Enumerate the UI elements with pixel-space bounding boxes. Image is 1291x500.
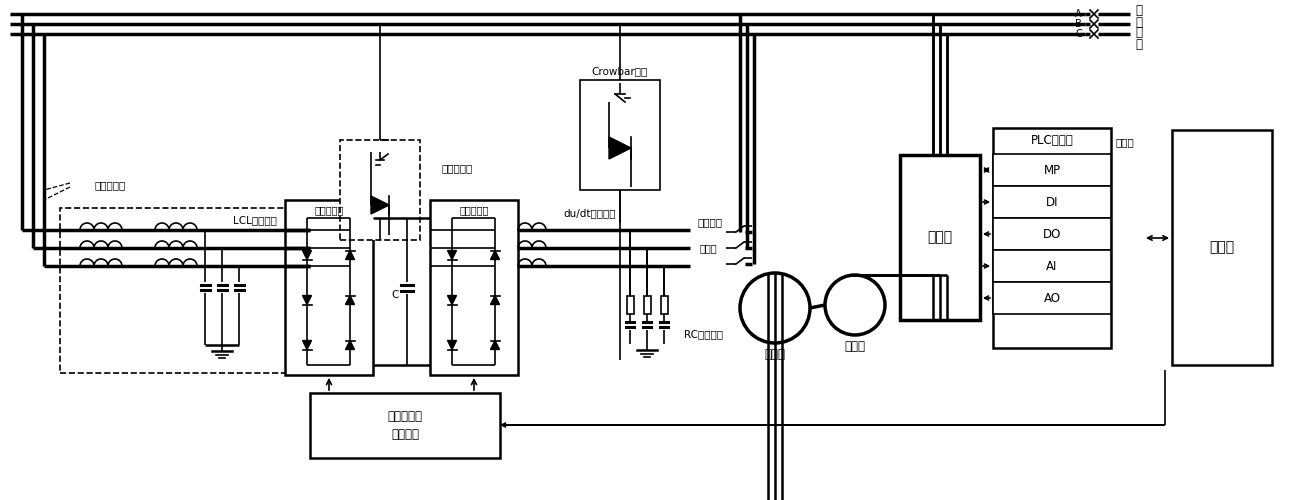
Polygon shape <box>346 340 355 349</box>
Bar <box>993 250 1112 282</box>
Text: 电: 电 <box>1136 26 1143 40</box>
Text: 交: 交 <box>1136 4 1143 18</box>
Text: 发电机: 发电机 <box>764 348 785 362</box>
Text: MP: MP <box>1043 164 1061 176</box>
Polygon shape <box>302 250 311 260</box>
Bar <box>993 154 1112 186</box>
Polygon shape <box>491 296 500 304</box>
Polygon shape <box>371 196 389 214</box>
Polygon shape <box>302 340 311 349</box>
Text: 的控制器: 的控制器 <box>391 428 420 441</box>
Text: 电动机: 电动机 <box>844 340 865 353</box>
Text: 网: 网 <box>1136 38 1143 51</box>
Bar <box>430 200 518 375</box>
Bar <box>993 128 1112 348</box>
Polygon shape <box>448 296 457 304</box>
Text: 机侧变流器: 机侧变流器 <box>460 205 489 215</box>
Text: 以太网: 以太网 <box>1115 137 1135 147</box>
Text: du/dt滤波电路: du/dt滤波电路 <box>564 208 616 218</box>
Text: Crowbar电路: Crowbar电路 <box>591 66 648 76</box>
Text: RC滤波电路: RC滤波电路 <box>684 329 723 339</box>
Text: 预充电电路: 预充电电路 <box>442 163 474 173</box>
Text: 流: 流 <box>1136 16 1143 28</box>
Text: DO: DO <box>1043 228 1061 240</box>
Bar <box>285 200 373 375</box>
Bar <box>580 80 660 190</box>
Text: AO: AO <box>1043 292 1060 304</box>
Text: DI: DI <box>1046 196 1059 208</box>
Text: 上位机: 上位机 <box>1210 240 1234 254</box>
Bar <box>340 140 420 240</box>
Bar <box>310 393 500 458</box>
Text: 网侧变流器: 网侧变流器 <box>314 205 343 215</box>
Text: 网侧接触器: 网侧接触器 <box>94 180 125 190</box>
Bar <box>993 186 1112 218</box>
Text: C: C <box>391 290 399 300</box>
Bar <box>626 296 634 314</box>
Bar <box>661 296 667 314</box>
Text: 变频器: 变频器 <box>927 230 953 244</box>
Polygon shape <box>491 340 500 349</box>
Text: 妥妥妥: 妥妥妥 <box>700 243 717 253</box>
Text: 并网开关: 并网开关 <box>697 217 723 227</box>
Text: C: C <box>1075 29 1082 39</box>
Bar <box>900 155 980 320</box>
Text: PLC控制器: PLC控制器 <box>1030 134 1073 146</box>
Bar <box>1172 130 1272 365</box>
Text: AI: AI <box>1046 260 1057 272</box>
Polygon shape <box>346 296 355 304</box>
Polygon shape <box>346 250 355 260</box>
Text: A: A <box>1075 9 1082 19</box>
Polygon shape <box>448 340 457 349</box>
Polygon shape <box>302 296 311 304</box>
Text: LCL滤波电路: LCL滤波电路 <box>234 215 278 225</box>
Polygon shape <box>491 250 500 260</box>
Bar <box>59 208 310 373</box>
Bar <box>643 296 651 314</box>
Polygon shape <box>609 137 631 159</box>
Bar <box>993 218 1112 250</box>
Polygon shape <box>448 250 457 260</box>
Bar <box>993 282 1112 314</box>
Text: 励磁变流器: 励磁变流器 <box>387 410 422 423</box>
Text: B: B <box>1075 19 1082 29</box>
